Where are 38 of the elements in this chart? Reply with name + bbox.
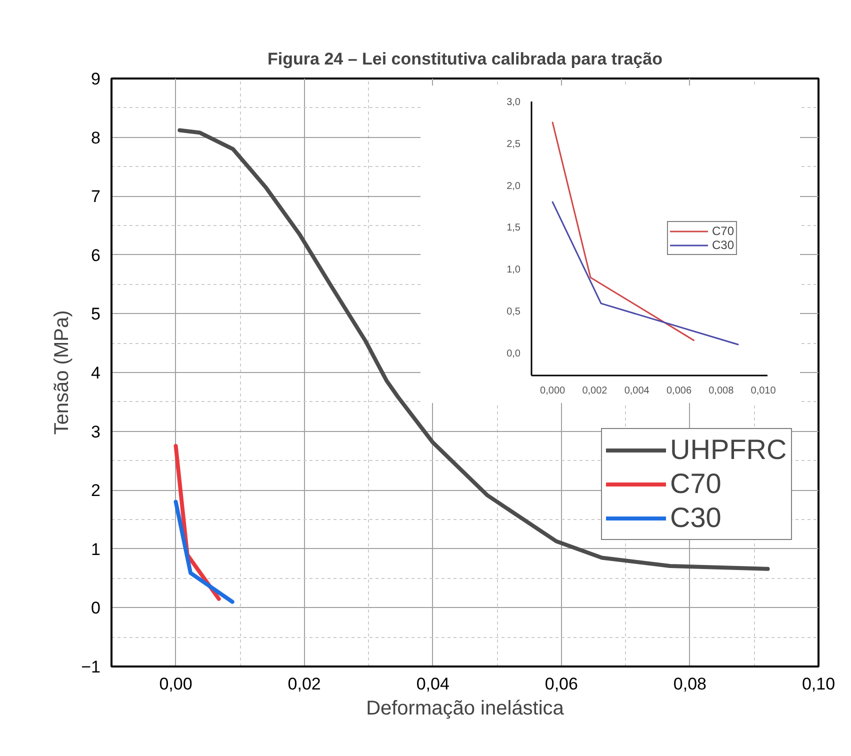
x-tick-label: 0,004 [624,386,650,396]
x-tick-label: 0,04 [416,674,450,694]
y-axis-title: Tensão (MPa) [51,310,74,435]
y-tick-label: 3 [91,422,101,442]
x-tick-label: 0,002 [582,386,608,396]
x-tick-label: 0,010 [750,386,776,396]
x-tick-label: 0,06 [544,674,578,694]
legend-label: C70 [712,224,734,238]
y-tick-label: −1 [81,658,101,676]
y-tick-label: 9 [91,70,101,88]
legend-label: C70 [670,467,722,501]
y-tick-label: 1,5 [506,222,521,234]
y-tick-label: 1 [91,540,101,559]
y-tick-label: 0,0 [506,348,521,360]
x-tick-label: 0,02 [288,674,321,694]
y-tick-label: 4 [91,364,101,382]
legend-label: C30 [712,238,734,252]
y-tick-label: 2,0 [506,180,521,192]
y-tick-label: 0,5 [506,306,521,318]
x-tick-label: 0,08 [673,674,707,694]
y-tick-label: 3,0 [506,97,521,108]
x-tick-label: 0,008 [708,386,734,396]
y-tick-label: 0 [91,598,101,618]
y-tick-label: 7 [91,187,101,206]
x-tick-label: 0,006 [666,386,692,396]
y-tick-label: 2,5 [506,138,521,150]
x-axis-title: Deformação inelástica [366,698,565,720]
x-tick-label: 0,10 [802,674,836,694]
y-tick-label: 8 [91,128,101,148]
y-tick-label: 6 [91,246,101,265]
y-tick-label: 2 [91,481,101,500]
y-tick-label: 5 [91,304,101,324]
x-tick-label: 0,00 [159,674,192,694]
legend-label: C30 [670,501,722,535]
chart-title: Figura 24 – Lei constitutiva calibrada para tração [268,50,662,68]
legend-label: UHPFRC [670,433,787,467]
y-tick-label: 1,0 [506,264,521,276]
x-tick-label: 0,000 [540,386,566,396]
